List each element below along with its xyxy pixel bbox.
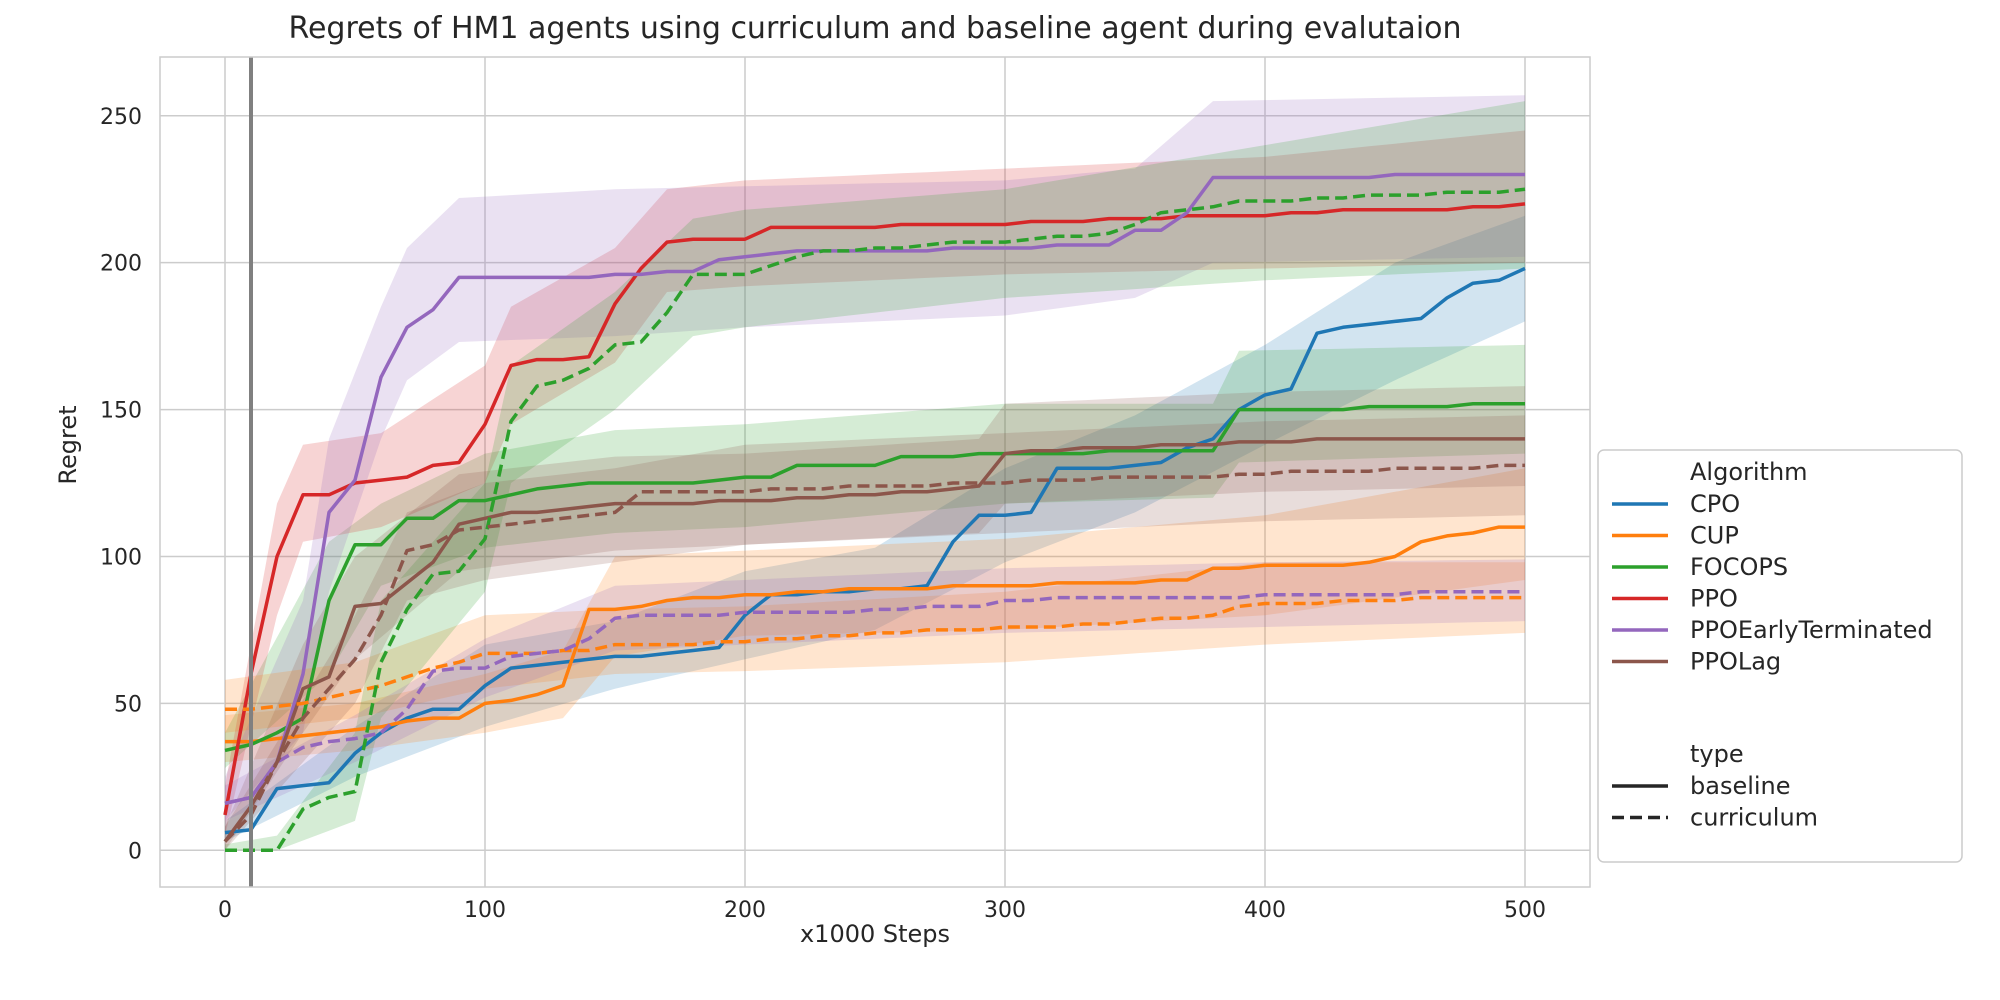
y-tick-label: 150 (100, 399, 142, 424)
band-ppo-baseline (225, 130, 1525, 836)
legend: Algorithm CPO CUP FOCOPS PPO PPOEarlyTermina… (1597, 449, 1963, 863)
legend-label-cup: CUP (1690, 522, 1739, 550)
series-line-ppolag-curriculum (223, 463, 1525, 843)
legend-title-type: type (1690, 740, 1744, 768)
x-tick-labels: 0 100 200 300 400 500 (218, 898, 1546, 923)
legend-label-ppoearlyterminated: PPOEarlyTerminated (1690, 616, 1933, 644)
band-ppolag-curriculum (225, 415, 1525, 851)
x-tick-label: 300 (984, 898, 1026, 923)
legend-label-focops: FOCOPS (1690, 553, 1788, 581)
legend-label-ppo: PPO (1690, 585, 1738, 613)
y-tick-labels: 0 50 100 150 200 250 (100, 105, 142, 865)
legend-label-cpo: CPO (1690, 490, 1740, 518)
series-line-cup-baseline (225, 525, 1525, 744)
series-lines (223, 172, 1526, 853)
y-tick-label: 50 (114, 692, 142, 717)
legend-label-curriculum: curriculum (1690, 804, 1818, 832)
band-ppolag-baseline (225, 386, 1525, 851)
y-tick-label: 200 (100, 252, 142, 277)
series-line-ppolag-baseline (223, 437, 1525, 843)
plot-frame (159, 56, 1591, 888)
y-tick-label: 0 (128, 839, 142, 864)
y-tick-label: 100 (100, 545, 142, 570)
series-line-ppo-baseline (223, 202, 1526, 816)
band-cpo-baseline (225, 215, 1525, 842)
chart-title: Regrets of HM1 agents using curriculum a… (288, 11, 1461, 46)
series-line-focops-curriculum (225, 187, 1526, 853)
band-cup-curriculum (225, 562, 1525, 733)
legend-label-ppolag: PPOLag (1690, 648, 1781, 676)
series-line-focops-baseline (224, 401, 1525, 753)
x-tick-label: 200 (724, 898, 766, 923)
legend-label-baseline: baseline (1690, 772, 1791, 800)
x-tick-label: 500 (1504, 898, 1546, 923)
y-tick-label: 250 (100, 105, 142, 130)
legend-items: CPO CUP FOCOPS PPO PPOEarlyTerminated PPOLag (1612, 490, 1933, 676)
x-tick-label: 100 (464, 898, 506, 923)
band-ppoearlyterminated-curriculum (225, 559, 1525, 821)
x-tick-label: 400 (1244, 898, 1286, 923)
legend-type-items: baseline curriculum (1612, 772, 1818, 832)
x-tick-label: 0 (218, 898, 232, 923)
series-line-cup-curriculum (225, 595, 1525, 711)
x-axis-label: x1000 Steps (800, 920, 950, 948)
legend-box (1597, 449, 1963, 863)
y-axis-label: Regret (54, 405, 82, 484)
legend-title-algorithm: Algorithm (1690, 458, 1808, 486)
series-line-ppoearlyterminated-baseline (224, 172, 1525, 806)
